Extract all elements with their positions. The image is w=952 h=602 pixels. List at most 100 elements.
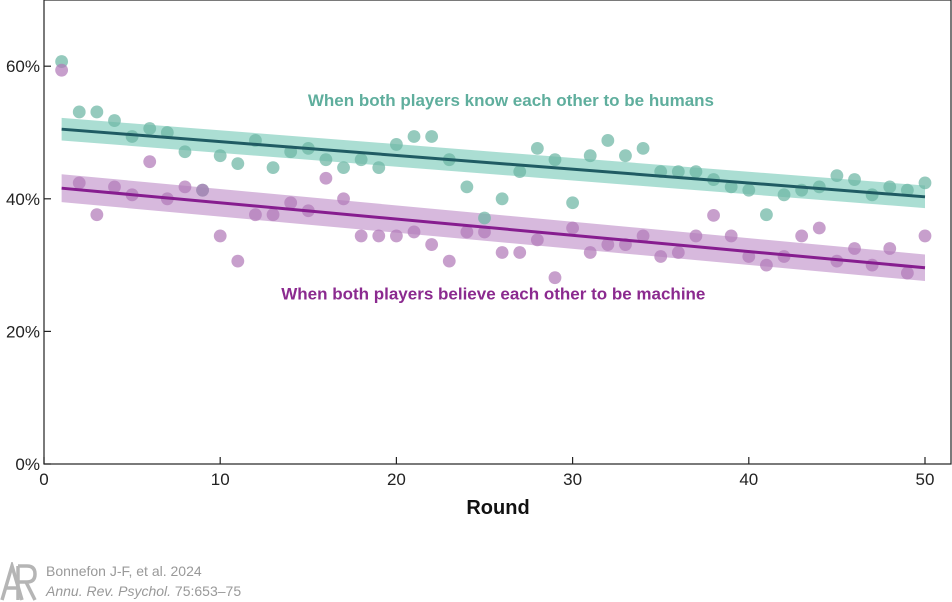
data-point-humans-round-27 [513, 165, 527, 179]
data-point-humans-round-46 [848, 173, 861, 186]
data-point-machines-round-31 [583, 246, 597, 259]
data-point-machines-round-35 [654, 250, 668, 263]
data-point-machines-round-37 [689, 229, 703, 243]
data-point-machines-round-6 [143, 155, 157, 169]
data-point-machines-round-30 [566, 221, 579, 235]
annotation-humans: When both players know each other to be … [308, 91, 714, 110]
data-point-machines-round-32 [601, 238, 615, 251]
x-tick-label-40: 40 [739, 470, 758, 489]
journal-pages: 75:653–75 [174, 583, 242, 599]
data-point-machines-round-44 [812, 221, 826, 235]
x-tick-label-0: 0 [39, 470, 48, 489]
data-point-machines-round-43 [795, 229, 809, 243]
data-point-machines-round-20 [390, 229, 403, 243]
data-point-humans-round-7 [160, 126, 174, 139]
data-point-machines-round-1 [55, 63, 69, 77]
data-point-humans-round-4 [108, 114, 121, 127]
plot-frame [43, 0, 952, 465]
data-point-humans-round-34 [636, 142, 650, 155]
data-point-machines-round-50 [918, 229, 932, 243]
trend-lines [61, 127, 926, 270]
data-point-humans-round-2 [72, 105, 86, 119]
data-point-humans-round-20 [390, 138, 403, 151]
data-point-machines-round-41 [760, 258, 773, 272]
x-tick-label-30: 30 [563, 470, 582, 489]
journal-name: Annu. Rev. Psychol. [46, 583, 172, 599]
data-point-humans-round-33 [619, 149, 632, 163]
data-point-humans-round-13 [266, 161, 280, 175]
y-tick-label-20: 20% [6, 322, 40, 341]
y-tick-label-40: 40% [6, 190, 40, 209]
scatter-points [55, 55, 932, 285]
data-point-humans-round-49 [900, 183, 914, 197]
data-point-humans-round-6 [143, 122, 157, 135]
data-point-machines-round-4 [108, 180, 121, 194]
data-point-machines-round-16 [319, 171, 333, 185]
data-point-machines-round-2 [72, 176, 86, 190]
data-point-machines-round-3 [90, 208, 104, 222]
data-point-machines-round-49 [900, 266, 914, 280]
trend-line-humans [61, 127, 926, 199]
data-point-machines-round-28 [530, 233, 544, 247]
x-tick-label-10: 10 [211, 470, 230, 489]
data-point-machines-round-19 [372, 229, 386, 243]
x-tick-label-50: 50 [916, 470, 935, 489]
y-tick-label-60: 60% [6, 57, 40, 76]
data-point-machines-round-48 [883, 242, 897, 255]
data-point-humans-round-30 [566, 196, 579, 210]
data-point-machines-round-14 [284, 196, 298, 210]
data-point-machines-round-9 [196, 183, 209, 197]
data-point-humans-round-31 [583, 149, 597, 163]
data-point-humans-round-40 [742, 183, 756, 197]
data-point-humans-round-26 [495, 192, 509, 206]
data-point-humans-round-32 [601, 134, 615, 147]
x-axis-title: Round [466, 497, 529, 519]
data-point-humans-round-16 [319, 153, 333, 167]
data-point-humans-round-21 [407, 130, 421, 143]
data-point-machines-round-12 [249, 208, 262, 222]
data-point-machines-round-18 [354, 229, 368, 243]
data-point-humans-round-36 [671, 165, 685, 179]
data-point-humans-round-24 [460, 180, 474, 194]
data-point-humans-round-22 [425, 130, 439, 143]
data-point-machines-round-21 [407, 225, 421, 239]
data-point-humans-round-41 [760, 208, 773, 222]
data-point-machines-round-17 [337, 192, 350, 206]
annotation-machines: When both players believe each other to … [281, 285, 705, 304]
data-point-machines-round-39 [724, 229, 738, 243]
data-point-humans-round-10 [213, 149, 227, 163]
data-point-machines-round-22 [425, 238, 439, 251]
data-point-machines-round-11 [231, 254, 245, 268]
data-point-humans-round-17 [337, 161, 350, 175]
data-point-humans-round-3 [90, 105, 104, 119]
data-point-humans-round-39 [724, 180, 738, 194]
data-point-humans-round-28 [530, 142, 544, 155]
data-point-humans-round-47 [865, 188, 879, 202]
data-point-humans-round-8 [178, 145, 192, 159]
x-axis-ticks: 0 10 20 30 40 50 [39, 457, 934, 489]
data-point-machines-round-38 [707, 208, 720, 222]
data-point-humans-round-19 [372, 161, 386, 175]
data-point-humans-round-37 [689, 165, 703, 179]
journal-citation: Annu. Rev. Psychol. 75:653–75 [46, 583, 241, 599]
data-point-humans-round-11 [231, 157, 245, 171]
data-point-machines-round-36 [671, 246, 685, 259]
data-point-machines-round-29 [548, 271, 562, 285]
data-point-humans-round-25 [478, 211, 491, 225]
data-point-humans-round-42 [777, 188, 791, 202]
x-tick-label-20: 20 [387, 470, 406, 489]
trend-line-machines [61, 186, 926, 270]
data-point-machines-round-8 [178, 180, 192, 194]
data-point-machines-round-24 [460, 225, 474, 239]
y-axis-ticks: 0% 20% 40% 60% [6, 57, 51, 474]
annual-reviews-logo [0, 562, 38, 602]
data-point-machines-round-34 [636, 229, 650, 243]
data-point-humans-round-50 [918, 176, 932, 190]
data-point-machines-round-13 [266, 208, 280, 222]
y-tick-label-0: 0% [15, 455, 40, 474]
data-point-humans-round-18 [354, 153, 368, 167]
data-point-machines-round-10 [213, 229, 227, 243]
data-point-humans-round-29 [548, 153, 562, 167]
data-point-machines-round-46 [848, 242, 861, 255]
